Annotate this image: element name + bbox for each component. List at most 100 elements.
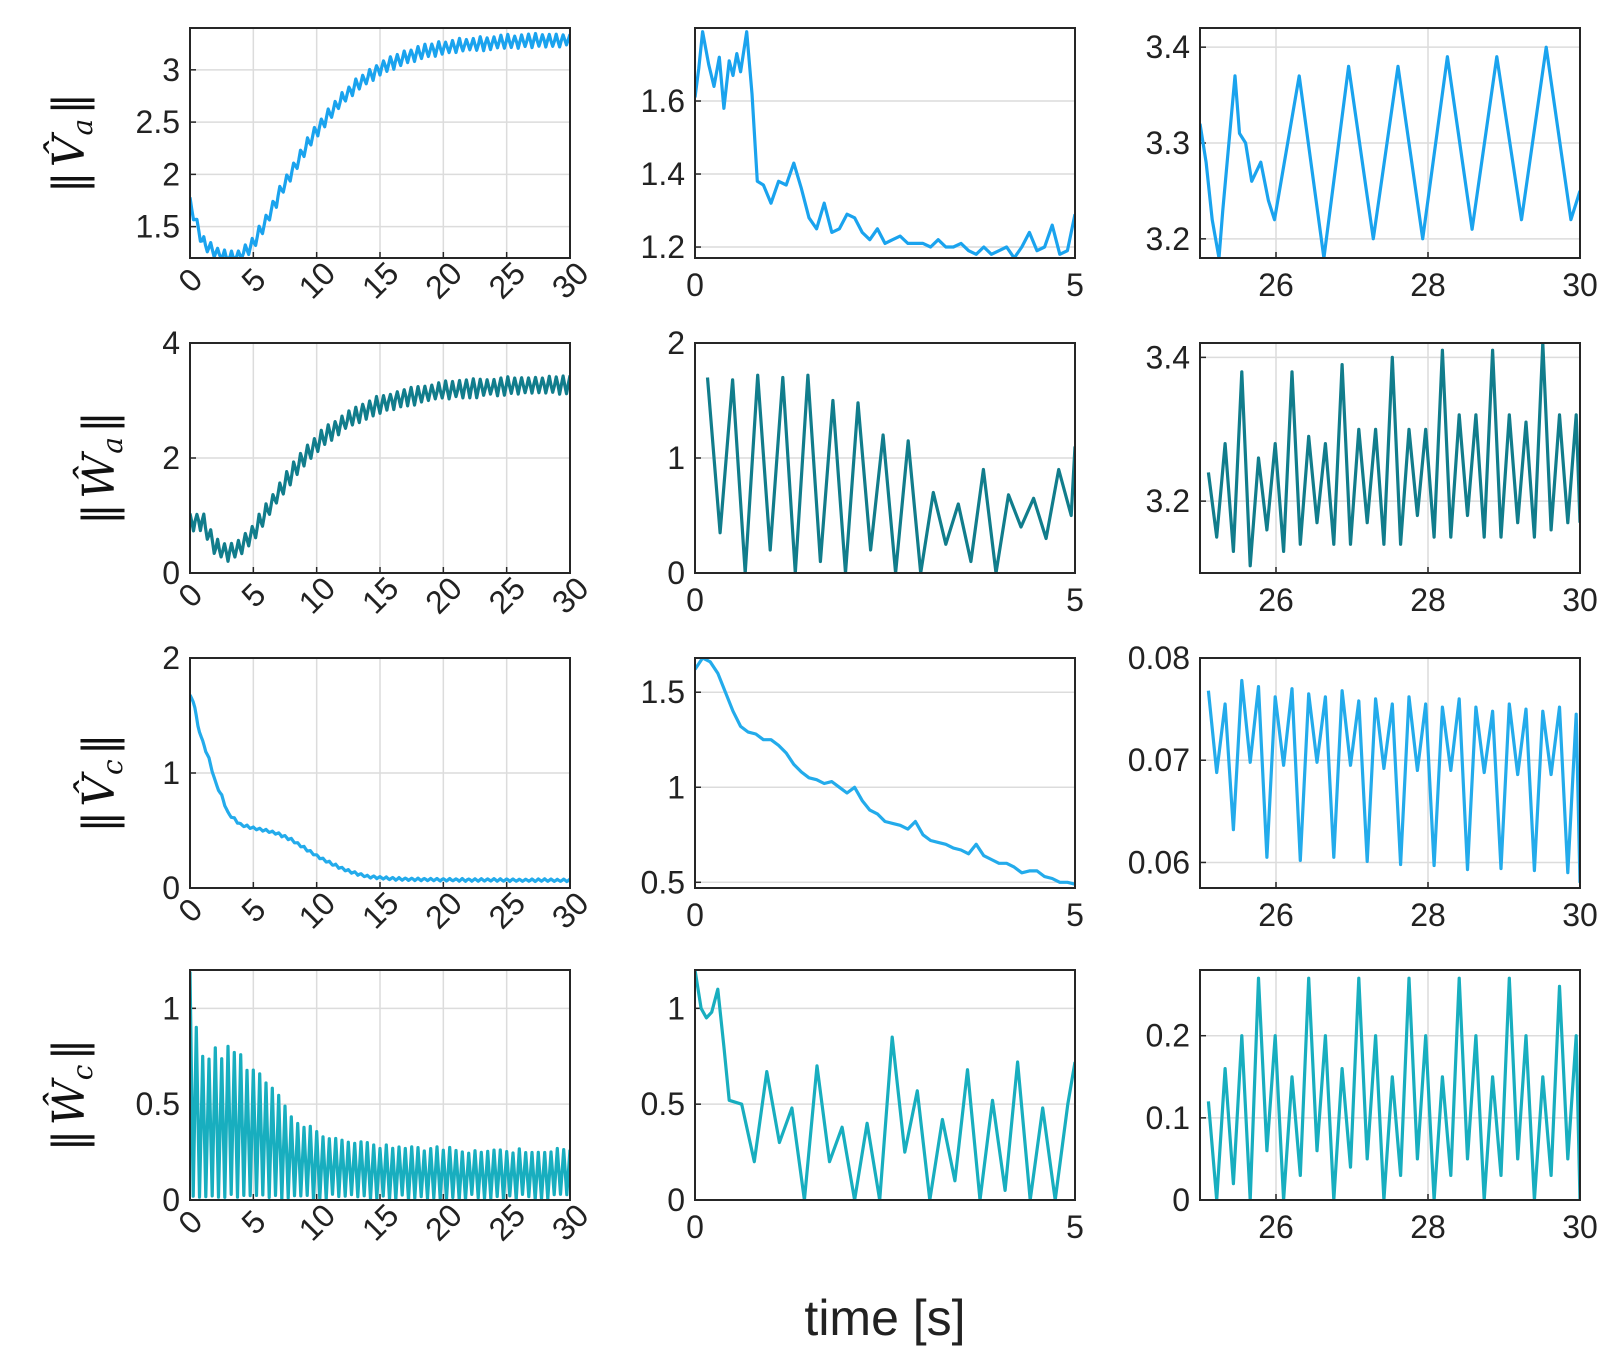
subplot-Va-0: 0 5 10 15 20 25 30 1.5 2 2.5 3 <box>136 27 596 306</box>
x-tick-label: 5 <box>235 1203 273 1241</box>
subplot-Wc-1: 0 5 0 0.5 1 <box>641 969 1084 1245</box>
axes-frame <box>694 657 1076 889</box>
axes-frame <box>189 969 571 1201</box>
y-tick-label: 0.1 <box>1146 1100 1190 1136</box>
series-line-Wc <box>1206 976 1580 1200</box>
x-tick-label: 30 <box>545 255 596 306</box>
x-tick-label: 15 <box>355 570 406 621</box>
axes-frame <box>1199 969 1581 1201</box>
ylabel-sub: a <box>96 437 129 454</box>
series-line-Wa <box>705 373 1075 573</box>
x-tick-label: 5 <box>1066 267 1084 303</box>
ylabel-base: Ŵ <box>42 1076 95 1125</box>
x-tick-label: 30 <box>545 570 596 621</box>
x-axis-title: time [s] <box>804 1290 965 1346</box>
subplot-Wc-2: 26 28 30 0 0.1 0.2 <box>1146 969 1598 1245</box>
norm-bars-left: ‖ <box>74 811 125 833</box>
x-tick-label: 20 <box>418 570 469 621</box>
y-tick-label: 1.5 <box>641 674 685 710</box>
norm-bars-left: ‖ <box>74 503 125 525</box>
series-line-Wa <box>190 374 570 563</box>
y-tick-label: 2.5 <box>136 104 180 140</box>
y-axis-title: ‖ Ŵc ‖ <box>42 1039 99 1152</box>
subplots: 0 5 10 15 20 25 301.522.530 51.21.41.626 28 303.2… <box>136 27 1598 1248</box>
subplot-Vc-2: 26 28 30 0.06 0.07 0.08 <box>1128 640 1598 933</box>
y-tick-label: 1.2 <box>641 229 685 265</box>
axes-frame <box>1199 657 1581 889</box>
x-tick-label: 30 <box>545 885 596 936</box>
axes-frame <box>694 969 1076 1201</box>
series-line-Va <box>190 31 570 258</box>
y-tick-label: 1 <box>667 769 685 805</box>
y-tick-label: 2 <box>667 325 685 361</box>
y-tick-label: 1 <box>162 990 180 1026</box>
x-tick-label: 0 <box>686 1209 704 1245</box>
y-tick-label: 4 <box>162 325 180 361</box>
x-tick-label: 10 <box>292 570 343 621</box>
y-axis-title: ‖ V̂a ‖ <box>42 93 99 193</box>
axes-frame <box>1199 27 1581 259</box>
x-tick-label: 15 <box>355 255 406 306</box>
axes-frame <box>189 27 571 259</box>
x-tick-label: 0 <box>686 897 704 933</box>
x-tick-label: 28 <box>1410 1209 1446 1245</box>
ylabel-base: V̂ <box>42 131 95 167</box>
y-tick-label: 1.6 <box>641 83 685 119</box>
x-tick-label: 28 <box>1410 897 1446 933</box>
series-line-Va <box>695 30 1075 258</box>
y-tick-label: 0 <box>162 555 180 591</box>
x-tick-label: 20 <box>418 255 469 306</box>
row-labels: ‖V̂a‖‖Ŵa‖‖V̂c‖‖Ŵc‖ <box>42 93 129 1152</box>
norm-bars-right: ‖ <box>74 411 125 433</box>
axes-frame <box>694 27 1076 259</box>
x-tick-label: 10 <box>292 255 343 306</box>
y-tick-label: 2 <box>162 156 180 192</box>
y-axis-title: ‖ Ŵa ‖ <box>72 411 129 525</box>
series-line-Vc <box>695 658 1075 886</box>
x-tick-label: 5 <box>1066 582 1084 618</box>
norm-bars-left: ‖ <box>44 171 95 193</box>
y-tick-label: 0 <box>162 1182 180 1218</box>
norm-bars-left: ‖ <box>44 1129 95 1151</box>
y-tick-label: 0.2 <box>1146 1018 1190 1054</box>
y-tick-label: 3 <box>162 52 180 88</box>
series-line-Va <box>1200 45 1580 258</box>
ylabel-base: Ŵ <box>72 450 125 499</box>
subplot-Va-2: 26 28 30 3.2 3.3 3.4 <box>1146 27 1598 303</box>
series-line-Vc <box>1206 678 1580 883</box>
y-tick-label: 0 <box>162 870 180 906</box>
x-tick-label: 10 <box>292 1197 343 1248</box>
x-tick-label: 5 <box>235 576 273 614</box>
y-tick-label: 1 <box>162 755 180 791</box>
x-tick-label: 5 <box>1066 1209 1084 1245</box>
ylabel-base: V̂ <box>72 771 125 807</box>
y-tick-label: 0.5 <box>136 1086 180 1122</box>
y-tick-label: 3.4 <box>1146 339 1190 375</box>
axes-frame <box>694 342 1076 574</box>
series-line-Vc <box>190 694 570 884</box>
y-tick-label: 3.2 <box>1146 221 1190 257</box>
subplot-Wa-2: 26 28 30 3.2 3.4 <box>1146 339 1598 618</box>
x-tick-label: 25 <box>482 1197 533 1248</box>
series-line-Wa <box>1206 343 1580 568</box>
y-tick-label: 1 <box>667 440 685 476</box>
x-tick-label: 25 <box>482 570 533 621</box>
x-tick-label: 5 <box>1066 897 1084 933</box>
x-tick-label: 20 <box>418 885 469 936</box>
x-tick-label: 25 <box>482 885 533 936</box>
x-tick-label: 5 <box>235 891 273 929</box>
norm-bars-right: ‖ <box>74 733 125 755</box>
axes-frame <box>189 657 571 889</box>
subplot-Wa-1: 0 5 0 1 2 <box>667 325 1084 618</box>
x-tick-label: 30 <box>1562 267 1598 303</box>
x-tick-label: 28 <box>1410 267 1446 303</box>
series-line-Wc <box>190 971 570 1200</box>
y-tick-label: 3.2 <box>1146 483 1190 519</box>
x-tick-label: 0 <box>686 267 704 303</box>
x-tick-label: 26 <box>1258 582 1294 618</box>
ylabel-sub: c <box>66 1064 99 1080</box>
x-tick-label: 10 <box>292 885 343 936</box>
